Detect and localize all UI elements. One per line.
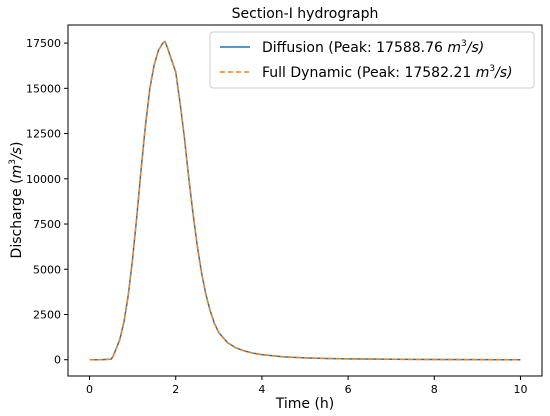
- series-line-full-dynamic: [89, 40, 521, 361]
- legend-label-diffusion-unit-rest: /s): [465, 40, 484, 56]
- legend-label-diffusion-unit-sup: 3: [461, 39, 467, 49]
- legend-label-full-dynamic-unit-m: m: [476, 65, 490, 81]
- legend-label-full-dynamic-unit-sup: 3: [489, 64, 495, 74]
- legend-label-full-dynamic-prefix: Full Dynamic (Peak: 17582.21: [262, 65, 476, 81]
- y-tick-label: 10000: [26, 173, 61, 186]
- y-axis-label-main: Discharge (: [9, 178, 25, 258]
- y-tick-label: 15000: [26, 82, 61, 95]
- y-tick-label: 2500: [33, 308, 61, 321]
- y-tick-label: 0: [54, 354, 61, 367]
- legend-label-diffusion-prefix: Diffusion (Peak: 17588.76: [262, 40, 447, 56]
- series-lines: [89, 40, 521, 361]
- x-tick-label: 2: [172, 383, 179, 396]
- y-tick-label: 12500: [26, 128, 61, 141]
- chart-title: Section-I hydrograph: [232, 6, 379, 22]
- x-tick-label: 0: [86, 383, 93, 396]
- y-axis-label-unit-m: m: [9, 165, 25, 179]
- y-tick-label: 7500: [33, 218, 61, 231]
- y-axis-label: Discharge (m3/s): [8, 142, 25, 259]
- y-tick-label: 17500: [26, 37, 61, 50]
- x-tick-label: 10: [513, 383, 527, 396]
- legend-label-diffusion: Diffusion (Peak: 17588.76 m3/s): [262, 39, 484, 56]
- x-tick-label: 6: [345, 383, 352, 396]
- x-axis-label: Time (h): [275, 396, 335, 412]
- legend: Diffusion (Peak: 17588.76 m3/s) Full Dyn…: [209, 31, 535, 89]
- y-axis-label-close: ): [9, 142, 25, 147]
- plot-area-frame: [67, 24, 543, 377]
- x-tick-label: 4: [258, 383, 265, 396]
- series-line-diffusion: [89, 40, 521, 361]
- x-axis-ticks: 0 2 4 6 8 10: [86, 376, 527, 396]
- legend-label-diffusion-unit-m: m: [447, 40, 461, 56]
- legend-label-full-dynamic-unit-rest: /s): [493, 65, 512, 81]
- x-tick-label: 8: [431, 383, 438, 396]
- y-axis-label-unit-sup: 3: [8, 159, 18, 165]
- legend-box: [209, 31, 535, 89]
- y-axis-label-unit-rest: /s: [9, 147, 25, 161]
- y-axis-ticks: 0 2500 5000 7500 10000 12500 15000 17500: [26, 37, 68, 367]
- y-tick-label: 5000: [33, 263, 61, 276]
- legend-label-full-dynamic: Full Dynamic (Peak: 17582.21 m3/s): [262, 64, 513, 81]
